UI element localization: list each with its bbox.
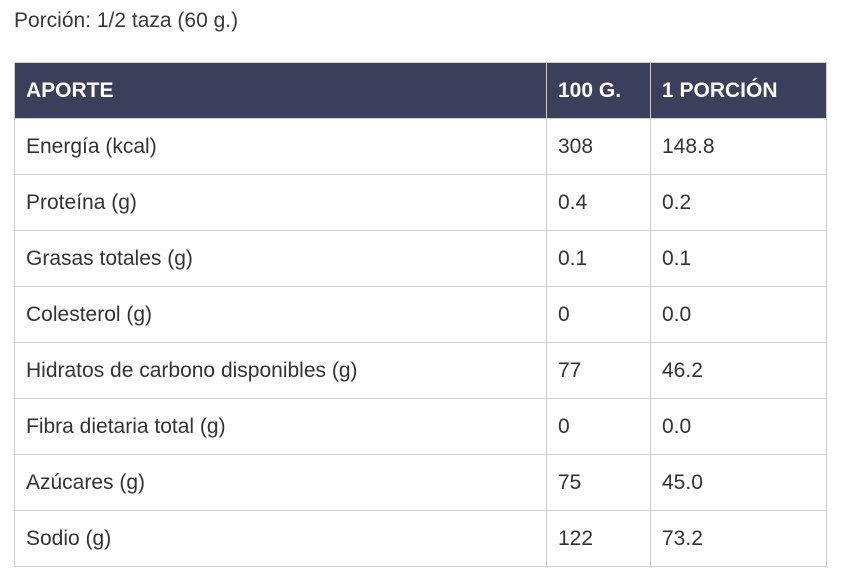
- value-per-portion: 0.1: [650, 230, 827, 287]
- nutrient-name: Hidratos de carbono disponibles (g): [14, 342, 547, 399]
- value-per-portion: 0.2: [650, 174, 827, 231]
- column-header-1-porcion: 1 PORCIÓN: [650, 62, 827, 119]
- value-per-portion: 46.2: [650, 342, 827, 399]
- table-row: Azúcares (g) 75 45.0: [14, 454, 827, 511]
- column-header-100g: 100 G.: [546, 62, 651, 119]
- nutrient-name: Colesterol (g): [14, 286, 547, 343]
- table-row: Energía (kcal) 308 148.8: [14, 118, 827, 175]
- value-per-100g: 0: [546, 286, 651, 343]
- nutrient-name: Sodio (g): [14, 510, 547, 567]
- value-per-100g: 0.4: [546, 174, 651, 231]
- value-per-portion: 0.0: [650, 286, 827, 343]
- nutrition-table: APORTE 100 G. 1 PORCIÓN Energía (kcal) 3…: [14, 62, 827, 567]
- value-per-100g: 77: [546, 342, 651, 399]
- value-per-portion: 73.2: [650, 510, 827, 567]
- table-row: Sodio (g) 122 73.2: [14, 510, 827, 567]
- value-per-portion: 0.0: [650, 398, 827, 455]
- nutrient-name: Azúcares (g): [14, 454, 547, 511]
- nutrient-name: Grasas totales (g): [14, 230, 547, 287]
- table-row: Colesterol (g) 0 0.0: [14, 286, 827, 343]
- table-row: Proteína (g) 0.4 0.2: [14, 174, 827, 231]
- nutrient-name: Energía (kcal): [14, 118, 547, 175]
- value-per-100g: 0: [546, 398, 651, 455]
- header-row: APORTE 100 G. 1 PORCIÓN: [14, 62, 827, 119]
- nutrient-name: Fibra dietaria total (g): [14, 398, 547, 455]
- value-per-100g: 75: [546, 454, 651, 511]
- value-per-100g: 122: [546, 510, 651, 567]
- column-header-aporte: APORTE: [14, 62, 547, 119]
- table-row: Hidratos de carbono disponibles (g) 77 4…: [14, 342, 827, 399]
- table-row: Fibra dietaria total (g) 0 0.0: [14, 398, 827, 455]
- value-per-100g: 0.1: [546, 230, 651, 287]
- value-per-portion: 148.8: [650, 118, 827, 175]
- serving-size-label: Porción: 1/2 taza (60 g.): [14, 9, 239, 32]
- nutrition-table-body: Energía (kcal) 308 148.8 Proteína (g) 0.…: [14, 118, 827, 567]
- nutrient-name: Proteína (g): [14, 174, 547, 231]
- table-row: Grasas totales (g) 0.1 0.1: [14, 230, 827, 287]
- value-per-portion: 45.0: [650, 454, 827, 511]
- value-per-100g: 308: [546, 118, 651, 175]
- nutrition-table-header: APORTE 100 G. 1 PORCIÓN: [14, 62, 827, 119]
